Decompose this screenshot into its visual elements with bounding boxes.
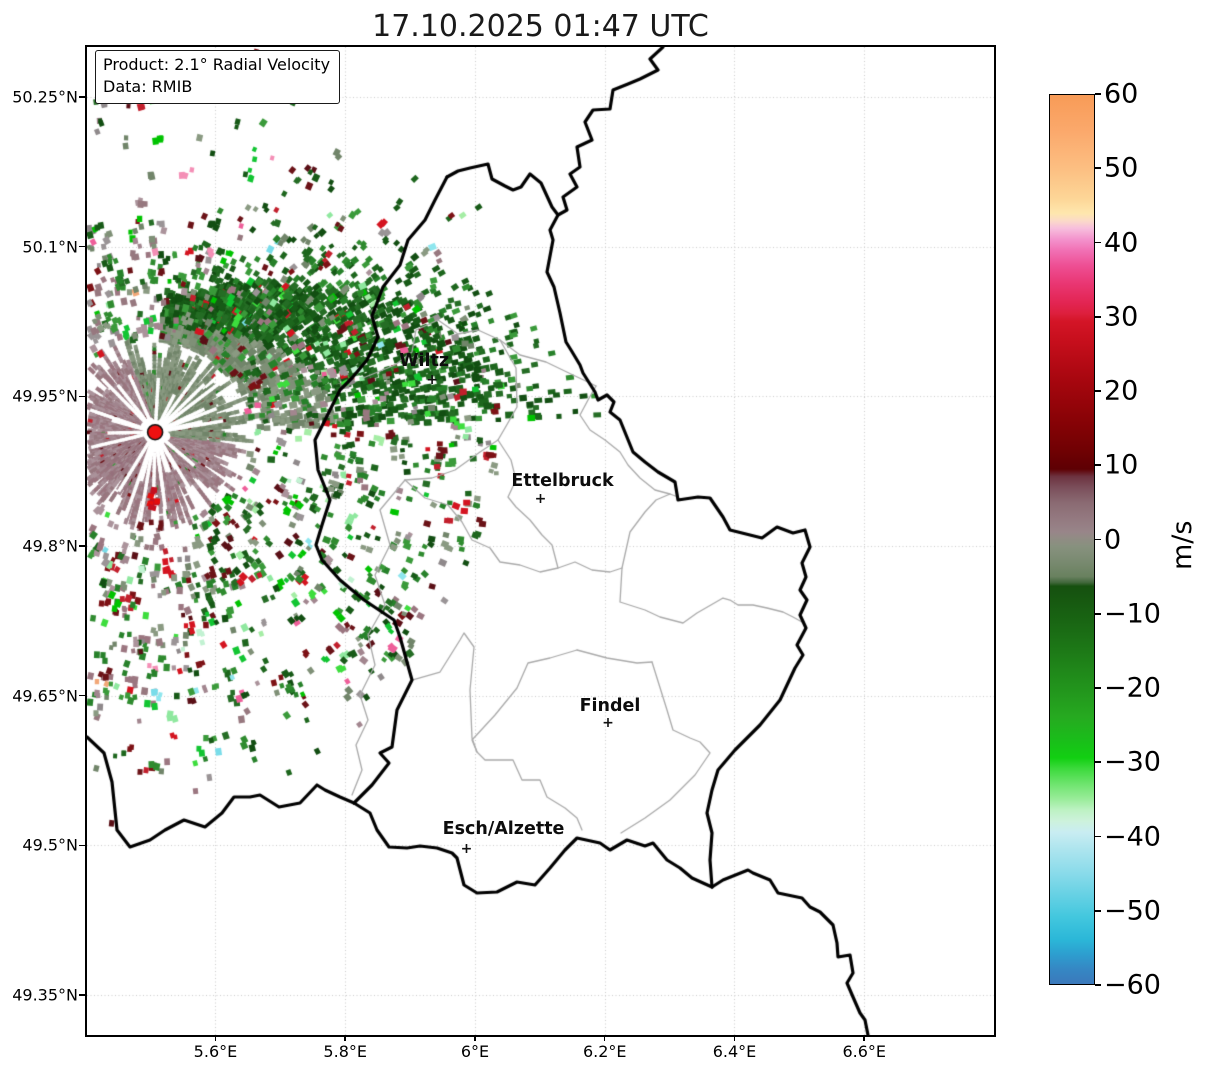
colorbar-tick: [1095, 984, 1101, 986]
colorbar-tick-label: 30: [1104, 301, 1139, 333]
y-tick-label: 50.25°N: [12, 87, 78, 107]
data-source-line: Data: RMIB: [103, 77, 193, 97]
colorbar-tick: [1095, 315, 1101, 318]
colorbar-tick: [1095, 93, 1101, 95]
colorbar-tick: [1095, 909, 1101, 912]
x-tick: [603, 1035, 606, 1041]
colorbar-tick: [1095, 835, 1101, 838]
y-tick-label: 49.35°N: [12, 985, 78, 1005]
colorbar-tick-label: 60: [1104, 78, 1139, 110]
colorbar-tick-label: 10: [1104, 449, 1139, 481]
y-tick: [79, 245, 85, 248]
colorbar-tick-label: −40: [1104, 821, 1161, 852]
x-tick: [474, 1035, 476, 1041]
x-tick: [733, 1035, 736, 1041]
y-tick: [79, 994, 85, 996]
colorbar-tick: [1095, 464, 1101, 467]
x-tick: [344, 1035, 346, 1041]
y-tick: [79, 395, 85, 398]
colorbar-tick-label: −30: [1104, 746, 1161, 778]
x-tick-label: 5.6°E: [193, 1042, 238, 1061]
colorbar-tick: [1095, 167, 1101, 170]
y-tick: [79, 694, 85, 697]
colorbar-tick: [1095, 390, 1101, 392]
x-tick: [214, 1035, 217, 1041]
colorbar-tick: [1095, 687, 1101, 689]
x-tick-label: 6°E: [460, 1042, 490, 1061]
colorbar-tick-label: 50: [1104, 152, 1139, 184]
x-tick: [863, 1035, 865, 1041]
colorbar-tick-label: −50: [1104, 895, 1161, 927]
y-tick: [79, 844, 85, 847]
product-info-line: Product: 2.1° Radial Velocity: [103, 55, 331, 74]
colorbar-tick-label: 20: [1104, 375, 1139, 407]
city-marker-icon: +: [460, 841, 473, 858]
colorbar-unit-label: m/s: [1167, 520, 1198, 570]
x-tick-label: 6.4°E: [712, 1042, 757, 1061]
city-label: Ettelbruck: [511, 471, 614, 492]
colorbar-tick: [1095, 761, 1101, 764]
x-tick-label: 6.2°E: [582, 1042, 627, 1061]
colorbar-tick-label: 0: [1104, 524, 1122, 555]
y-tick: [79, 545, 85, 547]
y-tick-label: 49.95°N: [12, 386, 78, 406]
colorbar: [1049, 94, 1095, 985]
y-tick-label: 49.8°N: [22, 536, 78, 556]
city-marker-icon: +: [426, 372, 439, 389]
city-label: Findel: [579, 695, 641, 716]
city-label: Esch/Alzette: [442, 819, 565, 840]
colorbar-tick: [1095, 538, 1101, 541]
map-plot-area: Product: 2.1° Radial Velocity Data: RMIB…: [85, 45, 996, 1037]
city-label: Wiltz: [399, 351, 450, 372]
colorbar-tick-label: 40: [1104, 227, 1139, 258]
y-tick-label: 49.5°N: [22, 835, 78, 855]
y-tick-label: 49.65°N: [12, 686, 78, 706]
city-marker-icon: +: [602, 714, 614, 731]
colorbar-tick-label: −10: [1104, 598, 1161, 630]
y-tick: [79, 96, 85, 98]
colorbar-tick: [1095, 241, 1101, 244]
x-tick-label: 5.8°E: [323, 1042, 367, 1061]
city-marker-icon: +: [534, 491, 547, 508]
product-info-box: Product: 2.1° Radial Velocity Data: RMIB: [95, 50, 341, 105]
colorbar-tick: [1095, 612, 1101, 615]
page-title: 17.10.2025 01:47 UTC: [372, 9, 709, 44]
y-tick-label: 50.1°N: [22, 237, 78, 257]
colorbar-tick-label: −20: [1104, 672, 1161, 704]
x-tick-label: 6.6°E: [842, 1042, 887, 1061]
colorbar-tick-label: −60: [1104, 969, 1161, 1001]
radar-map-canvas: [87, 47, 994, 1035]
